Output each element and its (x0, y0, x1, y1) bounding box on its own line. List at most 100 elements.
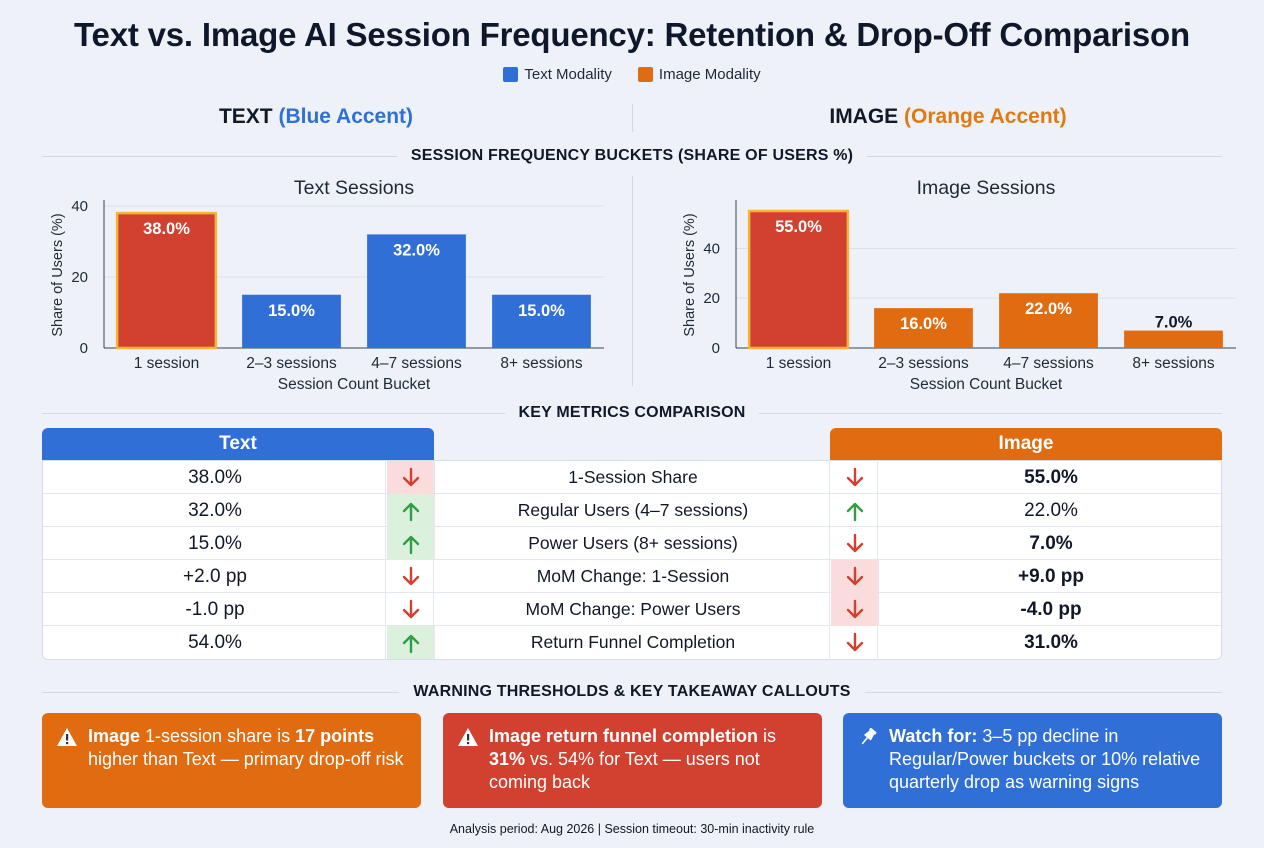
legend-label-image: Image Modality (658, 66, 761, 83)
arrow-up-icon (387, 626, 435, 659)
page-title: Text vs. Image AI Session Frequency: Ret… (74, 16, 1190, 53)
x-tick-label: 4–7 sessions (371, 355, 462, 372)
bar (115, 211, 218, 350)
arrow-down-icon (387, 461, 435, 494)
arrow-down-icon (387, 560, 435, 593)
arrow-down-icon (831, 461, 879, 494)
data-label: 7.0% (1155, 314, 1193, 332)
y-tick-label: 0 (80, 340, 88, 357)
image-value: +9.0 pp (1018, 565, 1084, 587)
table-row: -1.0 pp MoM Change: Power Users -4.0 pp (43, 593, 1223, 626)
text-value: 32.0% (188, 499, 242, 521)
table-row: 32.0% Regular Users (4–7 sessions) 22.0% (43, 494, 1223, 527)
legend-item-image: Image Modality (637, 66, 761, 83)
y-tick-label: 40 (71, 198, 88, 215)
arrow-up-icon (387, 527, 435, 560)
y-axis-label: Share of Users (%) (50, 213, 66, 336)
bar (747, 209, 850, 350)
table-row: 38.0% 1-Session Share 55.0% (43, 461, 1223, 494)
chart-title: Image Sessions (917, 177, 1056, 199)
image-value: 55.0% (1024, 466, 1078, 488)
bar (492, 294, 591, 348)
legend-swatch-image (637, 67, 653, 82)
chart-title: Text Sessions (294, 177, 415, 199)
image-value: 22.0% (1024, 499, 1078, 521)
metric-name: Regular Users (4–7 sessions) (517, 500, 749, 520)
table-body: 38.0% 1-Session Share 55.0% 32.0% Regular Us… (42, 460, 1223, 660)
image-column-accent: (Orange Accent) (904, 105, 1067, 128)
text-value: +2.0 pp (183, 565, 247, 587)
chart-divider (632, 176, 633, 386)
arrow-up-icon (387, 494, 435, 527)
arrow-down-icon (831, 626, 879, 659)
image-value: 7.0% (1029, 532, 1073, 554)
callout-text: Watch for: 3–5 pp decline in Regular/Pow… (889, 726, 1201, 792)
y-tick-label: 20 (703, 290, 720, 307)
bar (242, 294, 341, 348)
callout-return-funnel: Image return funnel completion is 31% vs… (443, 713, 822, 808)
x-tick-label: 1 session (134, 355, 199, 372)
text-value: 54.0% (188, 631, 242, 653)
column-divider (433, 460, 434, 660)
metric-name: MoM Change: 1-Session (536, 566, 730, 586)
bar (1124, 330, 1223, 348)
data-label: 22.0% (1025, 300, 1072, 318)
text-value: 15.0% (188, 532, 242, 554)
metric-name: Power Users (8+ sessions) (528, 533, 738, 553)
data-label: 15.0% (268, 302, 315, 320)
callout-watch-for: Watch for: 3–5 pp decline in Regular/Pow… (843, 713, 1222, 808)
bar (874, 308, 973, 348)
x-tick-label: 8+ sessions (1132, 355, 1215, 372)
x-axis-label: Session Count Bucket (278, 376, 431, 393)
section-buckets: SESSION FREQUENCY BUCKETS (SHARE OF USER… (42, 146, 1222, 166)
table-header-text: Text (42, 428, 434, 460)
section-metrics: KEY METRICS COMPARISON (42, 403, 1223, 423)
section-rule (42, 155, 397, 157)
arrow-down-icon (387, 593, 435, 626)
section-title-metrics: KEY METRICS COMPARISON (518, 404, 746, 421)
data-label: 38.0% (143, 220, 190, 238)
arrow-down-icon (831, 593, 879, 626)
image-sessions-chart: Image Sessions 0 20 40 55.0% 1 session 16.0% 2–… (682, 177, 1236, 393)
callout-text: Image return funnel completion is 31% vs… (489, 726, 777, 792)
pin-icon (857, 726, 879, 748)
legend: Text Modality Image Modality (0, 66, 1264, 83)
image-value: 31.0% (1024, 631, 1078, 653)
column-divider (829, 460, 830, 660)
text-column-accent: (Blue Accent) (278, 105, 414, 128)
text-sessions-chart: Text Sessions 0 20 40 38.0% 1 session 15.0% 2–3… (50, 177, 604, 393)
table-header-image: Image (830, 428, 1222, 460)
section-rule (42, 691, 400, 693)
section-callouts: WARNING THRESHOLDS & KEY TAKEAWAY CALLOU… (42, 682, 1222, 702)
warning-icon (457, 726, 479, 748)
callout-drop-off-risk: Image 1-session share is 17 points highe… (42, 713, 421, 808)
y-axis-label: Share of Users (%) (682, 213, 698, 336)
arrow-down-icon (831, 527, 879, 560)
image-value: -4.0 pp (1020, 598, 1082, 620)
section-rule (759, 412, 1223, 414)
bar (999, 293, 1098, 348)
image-column-name: IMAGE (829, 105, 899, 128)
x-axis-label: Session Count Bucket (910, 376, 1063, 393)
y-tick-label: 40 (703, 240, 720, 257)
section-title-callouts: WARNING THRESHOLDS & KEY TAKEAWAY CALLOU… (413, 683, 851, 700)
metrics-table: Text Image 38.0% 1-Session Share 55.0% 32.0… (42, 428, 1223, 660)
section-title-buckets: SESSION FREQUENCY BUCKETS (SHARE OF USER… (410, 147, 854, 164)
section-rule (867, 155, 1222, 157)
x-tick-label: 8+ sessions (500, 355, 583, 372)
column-divider (385, 460, 386, 660)
image-column-heading: IMAGE (Orange Accent) (632, 105, 1264, 129)
y-tick-label: 0 (712, 340, 720, 357)
column-divider (877, 460, 878, 660)
data-label: 32.0% (393, 241, 440, 259)
bar (367, 234, 466, 348)
text-value: 38.0% (188, 466, 242, 488)
x-tick-label: 2–3 sessions (878, 355, 969, 372)
warning-icon (56, 726, 78, 748)
footer-note: Analysis period: Aug 2026 | Session time… (449, 822, 815, 836)
legend-label-text: Text Modality (524, 66, 612, 83)
data-label: 55.0% (775, 218, 822, 236)
x-tick-label: 4–7 sessions (1003, 355, 1094, 372)
data-label: 16.0% (900, 315, 947, 333)
arrow-down-icon (831, 560, 879, 593)
